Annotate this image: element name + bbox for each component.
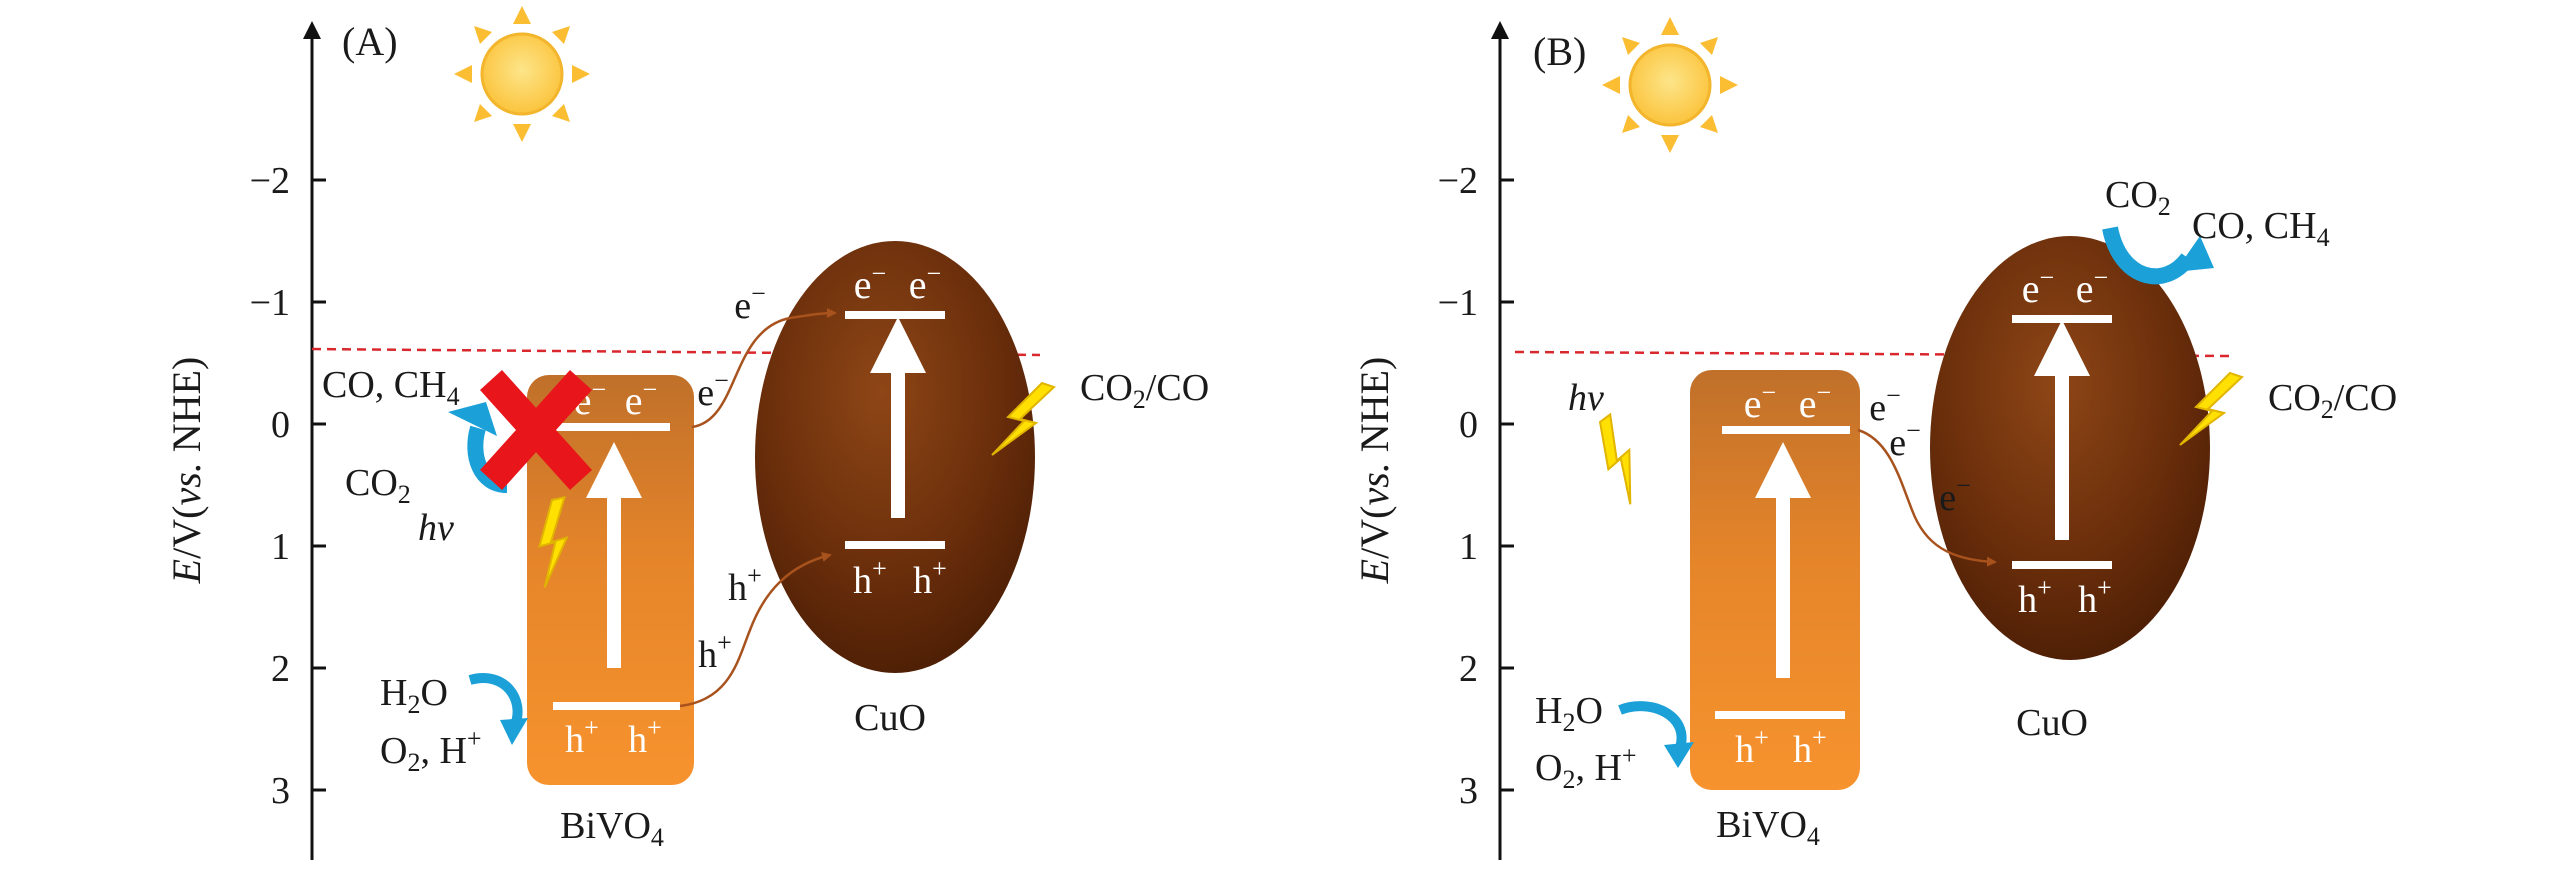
tick-label: 3 [271, 770, 290, 812]
tick-label: 0 [1459, 404, 1478, 446]
electron-transfer-label: e− [1939, 471, 1971, 519]
tick-label: 0 [271, 404, 290, 446]
cuo-holes: h+ [2078, 573, 2112, 621]
h2o-label: H2O [380, 672, 448, 719]
cuo-electrons: e− [2022, 263, 2054, 311]
hv-label: hv [1568, 377, 1604, 419]
hole-transfer-path [679, 552, 832, 708]
cuo-label: CuO [854, 697, 926, 739]
bivo4-holes: h+ [1793, 723, 1827, 771]
tick-label: −2 [1438, 160, 1478, 202]
bivo4-label: BiVO4 [1716, 804, 1820, 851]
co2-reduction-arrow [2102, 226, 2195, 285]
cuo-electrons: e− [2076, 263, 2108, 311]
bivo4-holes: h+ [565, 713, 599, 761]
axis-title: E/V(vs. NHE) [1352, 357, 1397, 585]
cuo-holes: h+ [853, 554, 887, 602]
red-cross-icon [480, 370, 592, 490]
electron-transfer-label: e− [697, 366, 729, 414]
sun-icon [1600, 15, 1740, 155]
hole-transfer-label: h+ [698, 628, 732, 676]
axis-title: E/V(vs. NHE) [164, 357, 209, 585]
hv-label: hv [418, 507, 454, 549]
bivo4-holes: h+ [1735, 723, 1769, 771]
water-oxidation-arrowhead [500, 718, 528, 745]
tick-label: −1 [1438, 282, 1478, 324]
o2-label: O2, H+ [380, 724, 482, 777]
cuo-ellipse [1930, 236, 2210, 660]
bivo4-label: BiVO4 [560, 805, 664, 852]
bivo4-electrons: e− [1799, 378, 1831, 426]
axis-ticks [1500, 178, 1514, 792]
co2-reduction-arrowhead [448, 402, 497, 436]
bivo4-electrons: e− [1744, 378, 1776, 426]
electron-transfer-label: e− [1889, 416, 1921, 464]
electron-transfer-path [1857, 428, 1997, 567]
water-oxidation-arrow [468, 673, 523, 727]
products-label: CO, CH4 [2192, 205, 2330, 252]
o2-label: O2, H+ [1535, 741, 1637, 794]
sun-icon [452, 4, 592, 144]
electron-transfer-label: e− [1869, 381, 1901, 429]
tick-label: −1 [250, 282, 290, 324]
tick-label: 2 [1459, 648, 1478, 690]
tick-label: 2 [271, 648, 290, 690]
panel-label: (A) [342, 19, 398, 64]
tick-label: −2 [250, 160, 290, 202]
axis-ticks [312, 178, 326, 792]
h2o-label: H2O [1535, 690, 1603, 737]
co2-label: CO2 [2105, 174, 2171, 221]
water-oxidation-arrowhead [1664, 742, 1694, 768]
bivo4-block [1690, 370, 1860, 790]
products-label: CO, CH4 [322, 364, 460, 411]
hole-transfer-label: h+ [728, 561, 762, 609]
tick-label: 1 [271, 526, 290, 568]
redox-couple-label: CO2/CO [2268, 377, 2397, 424]
cuo-label: CuO [2016, 702, 2088, 744]
electron-transfer-label: e− [734, 279, 766, 327]
lightning-bolt-icon [1570, 411, 1667, 506]
co2-reduction-arrowhead [2175, 236, 2214, 272]
cuo-electrons: e− [909, 259, 941, 307]
panel-label: (B) [1533, 29, 1586, 74]
cuo-holes: h+ [2018, 573, 2052, 621]
bivo4-electrons: e− [625, 375, 657, 423]
redox-couple-label: CO2/CO [1080, 367, 1209, 414]
tick-label: 1 [1459, 526, 1478, 568]
co2-label: CO2 [345, 462, 411, 509]
panel-a: (A) −2 −1 0 1 2 3 E/V(vs. NHE) e− [164, 4, 1209, 860]
panel-b: (B) −2 −1 0 1 2 3 E/V(vs. NHE) e− e− h+ [1352, 15, 2397, 860]
water-oxidation-arrow [1618, 701, 1687, 750]
tick-label: 3 [1459, 770, 1478, 812]
electron-transfer-path [691, 308, 837, 429]
cuo-holes: h+ [913, 554, 947, 602]
bivo4-holes: h+ [628, 713, 662, 761]
cuo-electrons: e− [854, 259, 886, 307]
